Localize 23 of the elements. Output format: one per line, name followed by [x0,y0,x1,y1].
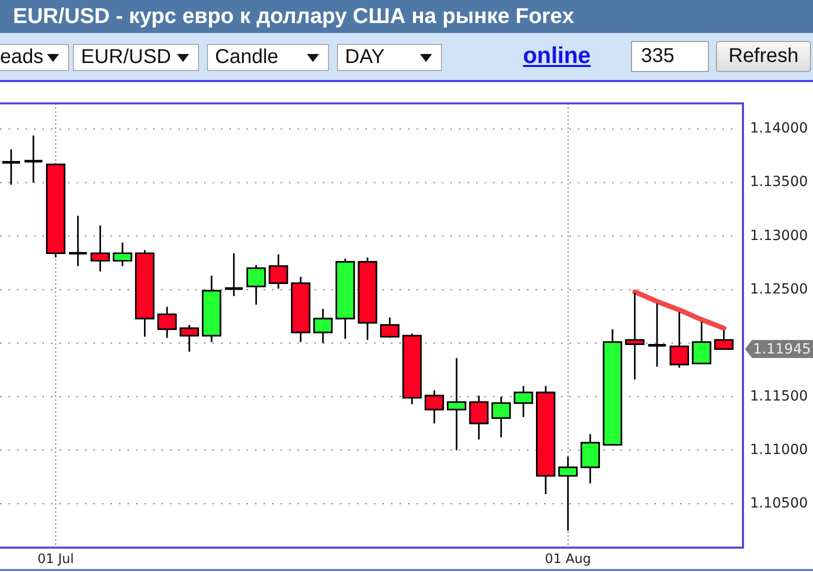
text: 1.11945 [753,342,811,358]
dropdown[interactable]: eads [0,44,69,71]
text-field[interactable]: 335 [631,41,709,72]
dropdown[interactable]: DAY [337,44,442,71]
y-tick-label: 1.11000 [750,442,808,458]
x-tick-label: 01 Jul [38,552,74,567]
candlestick [224,252,244,297]
candlestick [68,214,88,267]
y-tick-label: 1.11500 [750,388,808,404]
x-tick-label: 01 Aug [544,552,591,567]
dropdown[interactable]: EUR/USD [73,44,199,71]
candlestick [23,134,44,184]
link[interactable]: online [523,42,591,69]
y-tick-label: 1.14000 [750,120,808,137]
y-tick-label: 1.13500 [750,174,808,190]
candlestick [646,302,668,368]
y-tick-label: 1.12500 [750,281,808,298]
candlestick [0,148,22,186]
button[interactable]: Refresh [716,41,811,72]
y-tick-label: 1.10500 [750,495,808,512]
dropdown[interactable]: Candle [207,44,329,71]
y-tick-label: 1.13000 [750,228,808,244]
chart-title: EUR/USD - курс евро к доллару США на рынке Forex [13,4,574,28]
